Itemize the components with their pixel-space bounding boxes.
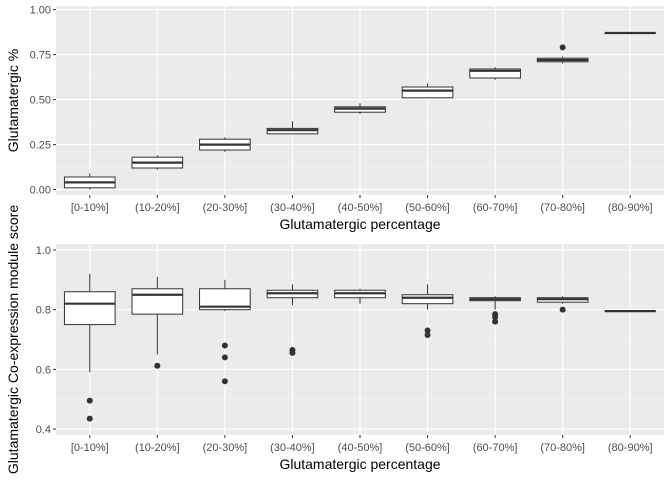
top-boxplot-panel: 0.00 0.25 0.50 0.75 1.00 [0-10%] (10-20%] (20-3… <box>5 5 664 232</box>
outlier-point <box>424 332 431 339</box>
y-axis-label: Glutamatergic Co-expression module score <box>5 205 21 474</box>
x-tick-label: (50-60%] <box>405 202 450 214</box>
box-4 <box>266 284 319 356</box>
y-axis-label: Glutamatergic % <box>5 49 21 152</box>
x-tick-label: [0-10%] <box>71 202 109 214</box>
box-8 <box>536 296 589 313</box>
box-2 <box>131 155 184 170</box>
outlier-point <box>86 397 93 404</box>
x-tick-label: (60-70%] <box>473 442 518 454</box>
box-6 <box>401 83 454 99</box>
box-1 <box>63 273 116 422</box>
box-body <box>401 294 454 305</box>
box-5 <box>334 288 386 304</box>
x-tick-label: (10-20%] <box>135 202 180 214</box>
box-4 <box>266 121 319 135</box>
box-body <box>63 291 116 326</box>
x-tick-label: (70-80%] <box>540 202 585 214</box>
outlier-point <box>492 318 499 325</box>
x-tick-label: (60-70%] <box>473 202 518 214</box>
x-tick-label: (20-30%] <box>203 202 248 214</box>
y-tick-label: 0.00 <box>30 185 51 197</box>
x-tick-label: (50-60%] <box>405 442 450 454</box>
x-tick-label: (20-30%] <box>203 442 248 454</box>
outlier-point <box>221 354 228 361</box>
box-7 <box>469 67 521 80</box>
outlier-point <box>154 362 161 369</box>
box-5 <box>334 103 386 114</box>
y-tick-label: 0.25 <box>30 140 51 152</box>
box-6 <box>401 284 454 339</box>
x-tick-label: (30-40%] <box>270 442 315 454</box>
x-tick-label: (10-20%] <box>135 442 180 454</box>
box-body <box>199 288 251 311</box>
box-1 <box>63 173 116 190</box>
box-7 <box>469 296 521 325</box>
outlier-point <box>424 327 431 334</box>
box-2 <box>131 276 184 369</box>
outlier-point <box>559 306 566 313</box>
y-tick-label: 0.6 <box>36 364 51 376</box>
x-tick-label: (30-40%] <box>270 202 315 214</box>
x-tick-label: (40-50%] <box>338 202 383 214</box>
outlier-point <box>492 314 499 321</box>
box-body <box>401 86 454 99</box>
y-tick-label: 0.8 <box>36 305 51 317</box>
y-tick-label: 1.0 <box>36 245 51 257</box>
x-tick-label: [0-10%] <box>71 442 109 454</box>
box-body <box>469 68 521 79</box>
x-tick-label: (80-90%] <box>608 442 653 454</box>
x-axis-label: Glutamatergic percentage <box>279 216 440 232</box>
x-axis-label: Glutamatergic percentage <box>279 456 440 472</box>
outlier-point <box>559 44 566 51</box>
box-body <box>131 288 184 315</box>
x-tick-label: (70-80%] <box>540 442 585 454</box>
y-tick-label: 0.75 <box>30 50 51 62</box>
outlier-point <box>221 378 228 385</box>
outlier-point <box>86 415 93 422</box>
outlier-point <box>221 342 228 349</box>
y-tick-label: 0.50 <box>30 95 51 107</box>
box-3 <box>199 137 251 152</box>
y-tick-label: 1.00 <box>30 5 51 17</box>
box-3 <box>199 279 251 385</box>
x-tick-label: (40-50%] <box>338 442 383 454</box>
x-tick-label: (80-90%] <box>608 202 653 214</box>
box-8 <box>536 44 589 64</box>
outlier-point <box>289 349 296 356</box>
bottom-boxplot-panel: 0.4 0.6 0.8 1.0 [0-10%] (10-20%] (20-30%] (30-4… <box>5 205 664 474</box>
y-tick-label: 0.4 <box>36 424 51 436</box>
